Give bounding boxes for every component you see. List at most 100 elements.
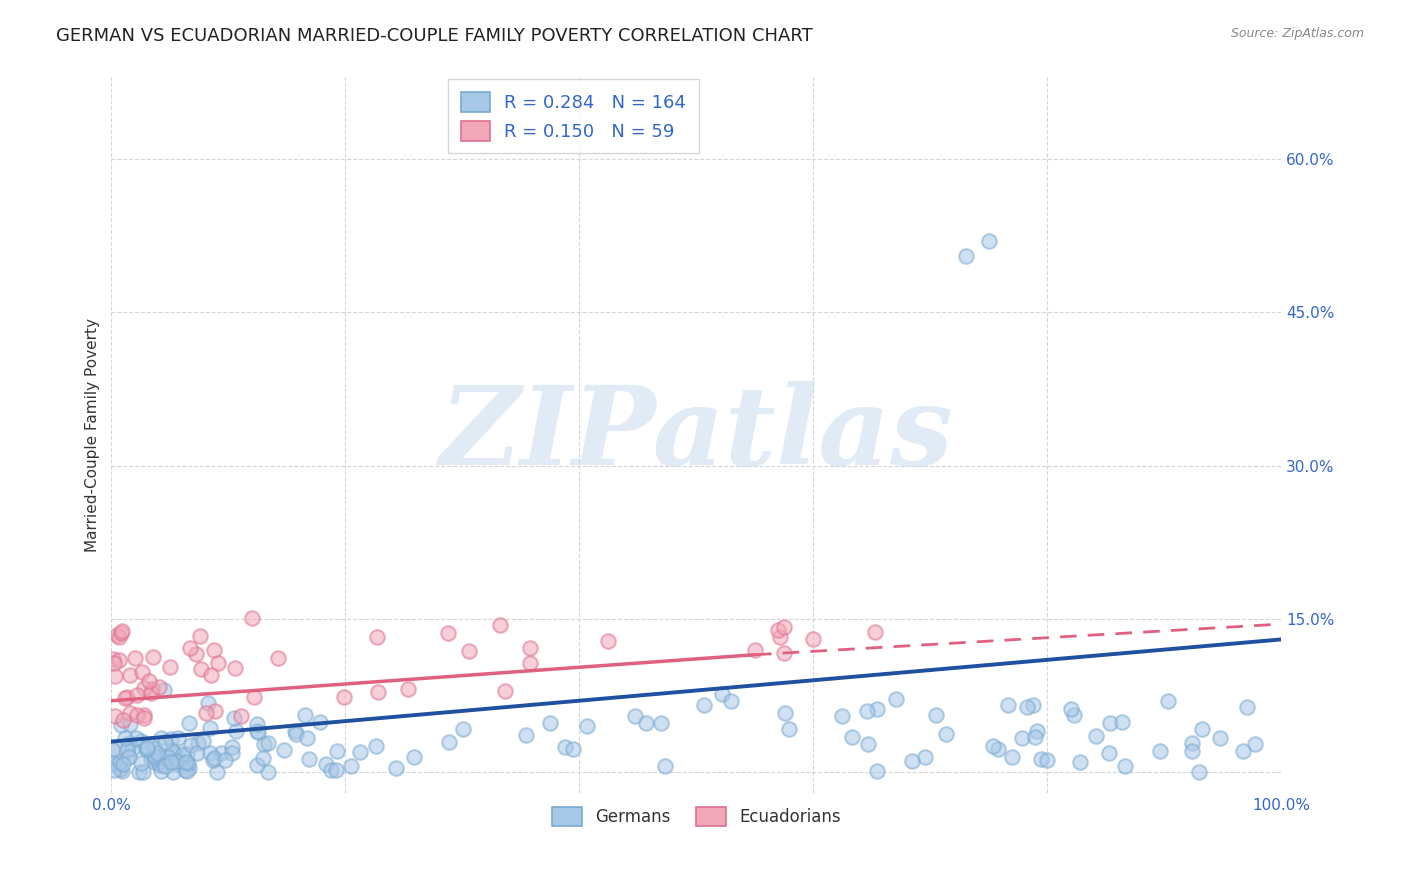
Point (598, 633, 620, 648)
Point (162, 743, 184, 757)
Point (538, 716, 561, 731)
Point (132, 711, 155, 725)
Point (166, 731, 188, 746)
Text: GERMAN VS ECUADORIAN MARRIED-COUPLE FAMILY POVERTY CORRELATION CHART: GERMAN VS ECUADORIAN MARRIED-COUPLE FAMI… (56, 27, 813, 45)
Point (519, 656, 541, 670)
Point (437, 626, 460, 640)
Point (1180, 744, 1202, 758)
Point (803, 632, 825, 647)
Point (135, 742, 157, 756)
Point (104, 668, 127, 682)
Point (221, 739, 243, 754)
Point (177, 716, 200, 731)
Point (773, 706, 796, 721)
Point (159, 660, 181, 674)
Point (256, 736, 278, 750)
Point (111, 764, 134, 779)
Point (453, 722, 475, 736)
Point (1098, 746, 1121, 760)
Point (692, 698, 714, 712)
Point (115, 690, 138, 704)
Point (101, 651, 124, 665)
Point (162, 764, 184, 779)
Point (160, 745, 183, 759)
Point (1022, 698, 1045, 712)
Point (240, 611, 263, 625)
Point (710, 686, 733, 700)
Point (519, 641, 541, 656)
Point (325, 763, 347, 777)
Point (191, 733, 214, 747)
Point (127, 708, 149, 723)
Point (773, 646, 796, 660)
Point (105, 757, 128, 772)
Point (246, 757, 269, 772)
Point (294, 707, 316, 722)
Text: ZIPatlas: ZIPatlas (440, 381, 953, 489)
Point (118, 749, 141, 764)
Point (186, 747, 208, 761)
Point (187, 735, 209, 749)
Point (131, 665, 153, 679)
Point (1191, 723, 1213, 737)
Point (315, 757, 337, 772)
Point (1181, 736, 1204, 750)
Point (773, 619, 796, 633)
Point (831, 709, 853, 723)
Point (858, 737, 880, 751)
Point (153, 759, 176, 773)
Point (1099, 716, 1122, 731)
Point (384, 761, 406, 775)
Point (141, 686, 163, 700)
Point (132, 765, 155, 780)
Point (202, 642, 225, 657)
Point (366, 630, 388, 644)
Point (179, 640, 201, 655)
Point (224, 710, 246, 724)
Point (165, 754, 187, 768)
Point (207, 656, 229, 670)
Point (159, 755, 181, 769)
Point (141, 682, 163, 697)
Point (214, 753, 236, 767)
Point (636, 716, 658, 731)
Point (165, 757, 187, 772)
Point (1036, 753, 1059, 767)
Point (489, 618, 512, 632)
Point (1029, 752, 1052, 766)
Point (221, 746, 243, 760)
Point (246, 724, 269, 739)
Point (1011, 731, 1033, 745)
Point (319, 763, 342, 777)
Point (1114, 758, 1136, 772)
Point (650, 715, 672, 730)
Point (1232, 744, 1254, 758)
Point (114, 731, 136, 745)
Point (256, 764, 278, 779)
Point (110, 755, 132, 769)
Point (457, 643, 479, 657)
Point (1063, 708, 1085, 723)
Point (110, 626, 132, 640)
Point (172, 747, 194, 761)
Point (112, 757, 135, 772)
Point (561, 741, 583, 756)
Point (284, 724, 307, 739)
Point (769, 631, 792, 645)
Point (901, 754, 924, 768)
Point (111, 624, 134, 638)
Point (914, 749, 936, 764)
Point (1236, 700, 1258, 714)
Point (149, 758, 172, 772)
Point (115, 742, 138, 756)
Point (118, 706, 141, 720)
Point (142, 755, 165, 769)
Point (174, 755, 197, 769)
Point (180, 738, 202, 752)
Point (252, 751, 274, 765)
Y-axis label: Married-Couple Family Poverty: Married-Couple Family Poverty (86, 318, 100, 552)
Point (209, 747, 232, 761)
Point (153, 735, 176, 749)
Point (150, 731, 173, 745)
Legend: Germans, Ecuadorians: Germans, Ecuadorians (544, 799, 849, 834)
